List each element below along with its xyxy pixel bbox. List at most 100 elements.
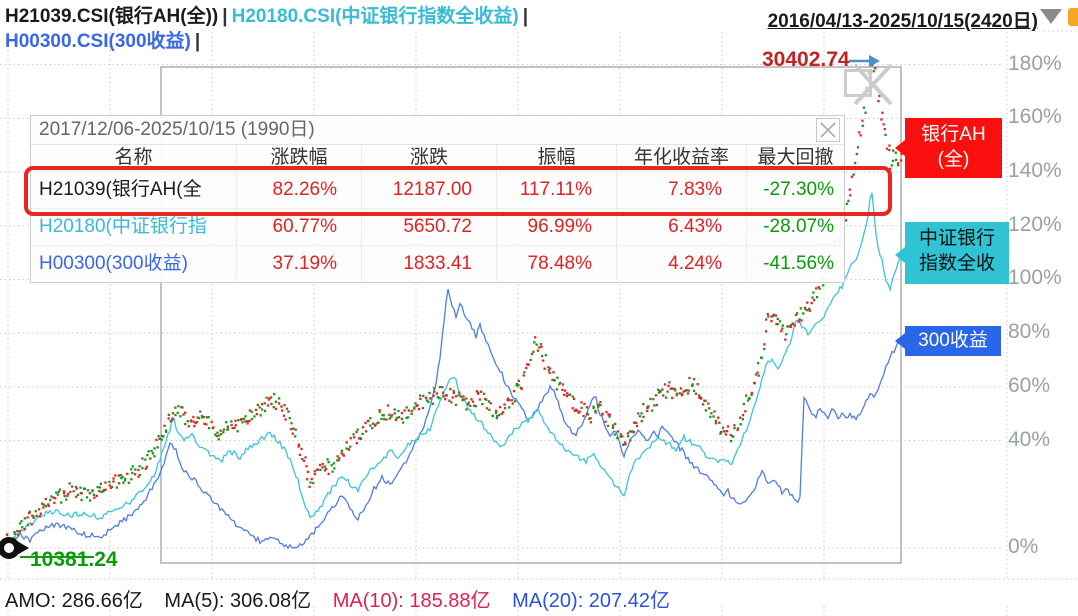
close-icon[interactable] [816,118,840,142]
y-axis-tick: 120% [1008,212,1062,236]
speckle-dot [419,394,422,397]
speckle-dot [506,397,510,400]
speckle-dot [462,395,465,398]
speckle-dot [32,516,35,519]
speckle-dot [288,416,291,420]
speckle-dot [757,374,760,377]
speckle-dot [495,409,498,412]
speckle-dot [201,416,204,419]
speckle-dot [383,417,386,421]
speckle-dot [817,286,820,289]
speckle-dot [640,412,643,415]
speckle-dot [614,422,617,425]
speckle-dot [41,502,44,505]
speckle-dot [571,407,574,410]
speckle-dot [127,481,130,484]
speckle-dot [691,383,694,386]
table-row[interactable]: H21039(银行AH(全 82.26% 12187.00 117.11% 7.… [31,171,844,208]
speckle-dot [74,485,78,489]
date-range-selector[interactable]: 2016/04/13-2025/10/15(2420日) [767,11,1038,32]
speckle-dot [195,421,198,424]
speckle-dot [594,409,597,413]
speckle-dot [336,459,339,462]
series-tab-h21039[interactable]: H21039.CSI(银行AH(全)) [5,6,219,27]
speckle-dot [424,397,428,400]
close-chart-icon[interactable] [849,60,895,108]
speckle-dot [580,401,583,404]
speckle-dot [388,413,391,416]
speckle-dot [361,432,364,436]
speckle-dot [525,366,528,370]
speckle-dot [292,427,295,430]
speckle-dot [333,467,336,470]
speckle-dot [182,413,185,416]
speckle-dot [199,410,202,413]
speckle-dot [679,387,683,390]
speckle-dot [580,406,583,410]
speckle-dot [488,408,491,412]
speckle-dot [878,94,881,98]
speckle-dot [454,403,458,407]
speckle-dot [444,398,447,401]
series-tab-h00300[interactable]: H00300.CSI(300收益) [5,31,191,52]
speckle-dot [70,485,74,488]
speckle-dot [145,465,148,468]
speckle-dot [503,403,506,406]
speckle-dot [888,144,891,147]
speckle-dot [791,322,794,326]
speckle-dot [302,459,306,462]
speckle-dot [473,404,476,407]
speckle-dot [454,395,458,398]
speckle-dot [308,485,311,488]
y-axis-tick: 40% [1008,427,1051,451]
speckle-dot [294,435,297,438]
speckle-dot [98,486,101,489]
speckle-dot [76,493,80,496]
speckle-dot [361,426,365,429]
speckle-dot [60,501,63,504]
speckle-dot [599,400,602,404]
speckle-dot [263,409,267,413]
speckle-dot [733,427,736,430]
speckle-dot [144,458,147,461]
speckle-dot [50,495,53,498]
speckle-dot [438,385,442,389]
speckle-dot [702,403,705,406]
speckle-dot [164,429,168,432]
speckle-dot [622,443,625,446]
series-tab-h20180[interactable]: H20180.CSI(中证银行指数全收益) [231,6,519,27]
speckle-dot [854,161,857,165]
table-row[interactable]: H20180(中证银行指 60.77% 5650.72 96.99% 6.43%… [31,208,844,245]
speckle-dot [776,322,779,326]
speckle-dot [149,457,152,460]
speckle-dot [290,428,293,431]
speckle-dot [616,437,619,440]
speckle-dot [196,416,199,419]
speckle-dot [698,396,701,399]
speckle-dot [234,424,237,427]
speckle-dot [798,318,801,321]
speckle-dot [498,413,501,417]
speckle-dot [750,391,754,395]
speckle-dot [102,489,106,492]
speckle-dot [246,419,249,423]
speckle-dot [855,152,858,156]
speckle-dot [248,409,251,412]
speckle-dot [410,409,413,413]
speckle-dot [16,529,19,533]
chevron-down-icon[interactable] [1040,9,1062,24]
corner-toolbar-icon[interactable] [1068,8,1078,26]
speckle-dot [342,454,345,457]
speckle-dot [681,392,684,395]
speckle-dot [803,306,807,309]
speckle-dot [268,398,271,401]
table-row[interactable]: H00300(300收益) 37.19% 1833.41 78.48% 4.24… [31,245,844,282]
start-arrow-icon [17,541,29,555]
speckle-dot [397,416,401,419]
speckle-dot [709,415,712,418]
stats-panel: 2017/12/06-2025/10/15 (1990日) 名称 涨跌幅 涨跌 振幅… [30,115,845,283]
speckle-dot [551,378,554,381]
speckle-dot [13,532,16,535]
range-frame [160,66,902,564]
